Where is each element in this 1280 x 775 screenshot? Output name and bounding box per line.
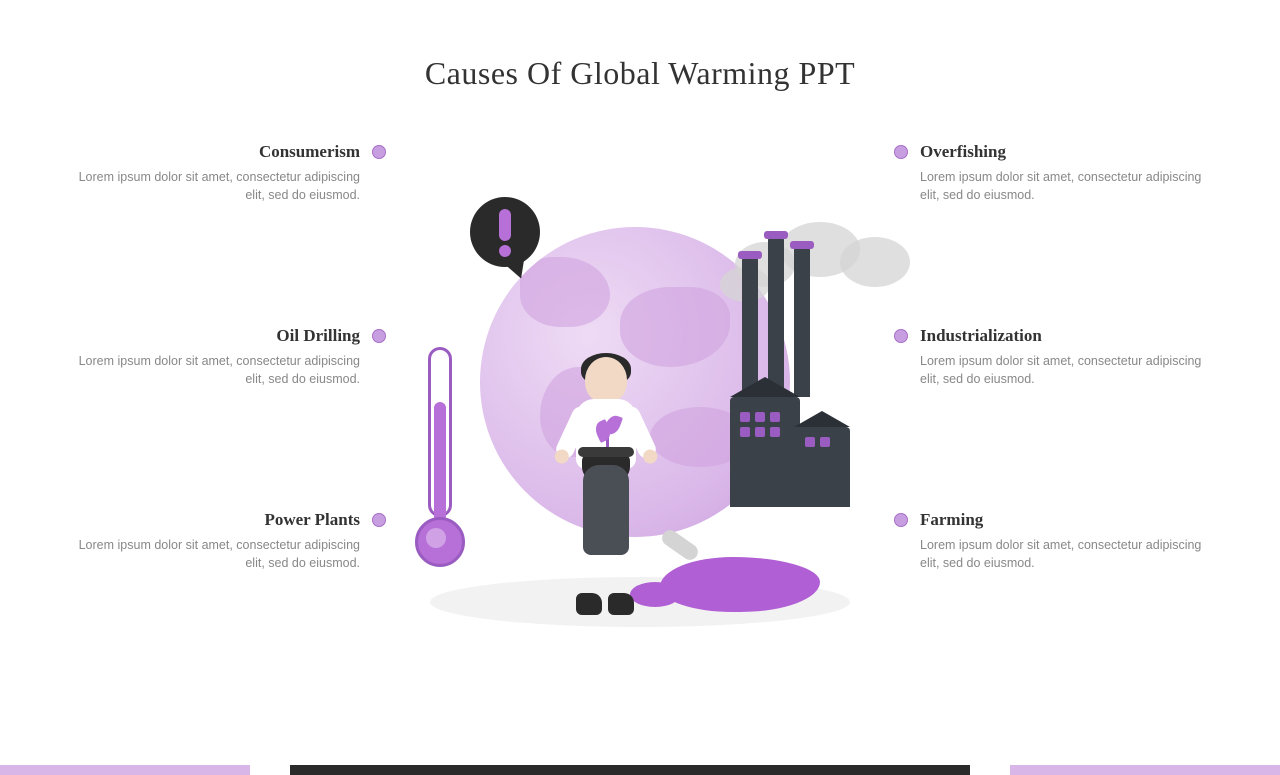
left-column: Consumerism Lorem ipsum dolor sit amet, … [70, 122, 360, 652]
item-desc: Lorem ipsum dolor sit amet, consectetur … [70, 352, 360, 388]
footer-bar [970, 765, 1010, 775]
content-layout: Consumerism Lorem ipsum dolor sit amet, … [0, 92, 1280, 652]
right-column: Overfishing Lorem ipsum dolor sit amet, … [920, 122, 1210, 652]
bullet-icon [894, 329, 908, 343]
bullet-icon [894, 145, 908, 159]
footer-bar [290, 765, 970, 775]
pollution-spill-icon [660, 557, 820, 612]
footer-bar [250, 765, 290, 775]
footer-bar [0, 765, 250, 775]
item-title: Consumerism [70, 142, 360, 162]
item-oil-drilling: Oil Drilling Lorem ipsum dolor sit amet,… [70, 326, 360, 388]
center-illustration [360, 122, 920, 652]
global-warming-illustration [400, 167, 880, 607]
item-desc: Lorem ipsum dolor sit amet, consectetur … [920, 536, 1210, 572]
item-industrialization: Industrialization Lorem ipsum dolor sit … [920, 326, 1210, 388]
item-desc: Lorem ipsum dolor sit amet, consectetur … [920, 352, 1210, 388]
item-title: Industrialization [920, 326, 1210, 346]
thermometer-icon [415, 347, 465, 567]
item-title: Farming [920, 510, 1210, 530]
alert-bubble-icon [470, 197, 540, 267]
item-consumerism: Consumerism Lorem ipsum dolor sit amet, … [70, 142, 360, 204]
item-desc: Lorem ipsum dolor sit amet, consectetur … [70, 536, 360, 572]
person-with-plant-icon [550, 357, 670, 597]
item-title: Power Plants [70, 510, 360, 530]
item-power-plants: Power Plants Lorem ipsum dolor sit amet,… [70, 510, 360, 572]
footer-bar [1010, 765, 1280, 775]
bullet-icon [894, 513, 908, 527]
item-desc: Lorem ipsum dolor sit amet, consectetur … [920, 168, 1210, 204]
factory-icon [690, 297, 860, 507]
slide-title: Causes Of Global Warming PPT [0, 55, 1280, 92]
item-desc: Lorem ipsum dolor sit amet, consectetur … [70, 168, 360, 204]
item-farming: Farming Lorem ipsum dolor sit amet, cons… [920, 510, 1210, 572]
item-overfishing: Overfishing Lorem ipsum dolor sit amet, … [920, 142, 1210, 204]
item-title: Oil Drilling [70, 326, 360, 346]
footer-bars [0, 765, 1280, 775]
item-title: Overfishing [920, 142, 1210, 162]
